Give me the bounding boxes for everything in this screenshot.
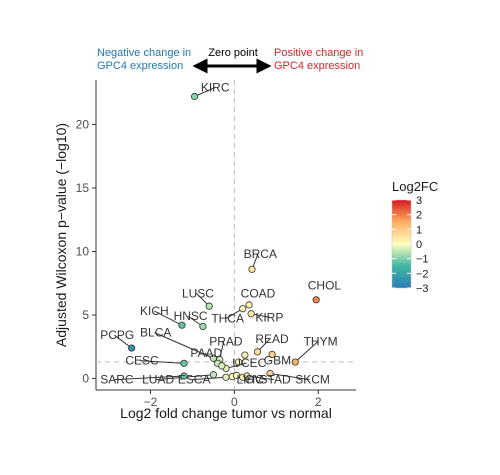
point-label-luad: LUAD — [142, 373, 174, 387]
point — [232, 371, 241, 379]
leader-line — [269, 372, 310, 381]
point-label-prad: PRAD — [209, 335, 243, 349]
leader-line — [294, 341, 319, 363]
point-thca — [239, 305, 247, 313]
point-label-esca: ESCA — [178, 373, 211, 387]
x-tick-label: −2 — [144, 395, 158, 409]
point-read — [253, 348, 262, 356]
point-label-kirp: KIRP — [255, 310, 283, 324]
legend-tick-label: 0 — [416, 239, 422, 251]
point-label-ov: OV — [245, 373, 262, 387]
axes — [95, 80, 356, 391]
point-label-read: READ — [255, 332, 289, 346]
point-pcpg — [128, 344, 136, 352]
annotation-right-line2: GPC4 expression — [274, 60, 360, 72]
y-axis-title: Adjusted Wilcoxon p−value (−log10) — [53, 123, 69, 347]
point-stad — [243, 372, 251, 380]
point-esca — [222, 373, 230, 381]
point-label-blca: BLCA — [140, 326, 171, 340]
point — [234, 358, 243, 366]
legend-tick-label: 2 — [416, 210, 422, 222]
point-label-coad: COAD — [241, 286, 276, 300]
leader-line — [194, 86, 216, 97]
point — [241, 351, 249, 359]
annotation-zero-point: Zero point — [208, 47, 258, 59]
point-kich — [178, 321, 186, 329]
legend-tick-label: 3 — [416, 195, 422, 207]
legend-tick-label: −3 — [416, 283, 429, 295]
point-label-lihc: LIHC — [236, 373, 264, 387]
point-label-lusc: LUSC — [182, 286, 214, 300]
leader-line — [192, 376, 227, 381]
point-kirp — [247, 310, 255, 318]
point-label-thym: THYM — [304, 335, 338, 349]
leader-line — [114, 375, 185, 381]
point-label-cesc: CESC — [125, 354, 159, 368]
legend-title: Log2FC — [392, 179, 438, 194]
annotation-right-line1: Positive change in — [274, 47, 363, 59]
color-legend: Log2FC 3 2 1 0 −1 −2 −3 — [391, 179, 438, 295]
x-tick-label: 0 — [231, 395, 238, 409]
y-tick-label: 5 — [82, 308, 89, 322]
legend-tick-label: −2 — [416, 268, 429, 280]
point-skcm — [266, 369, 274, 378]
point-brca — [248, 265, 256, 273]
legend-ticks: 3 2 1 0 −1 −2 −3 — [392, 195, 429, 295]
point-label-chol: CHOL — [308, 279, 342, 293]
point-label-hnsc: HNSC — [174, 309, 208, 323]
y-tick-label: 20 — [76, 117, 90, 131]
x-axis-title: Log2 fold change tumor vs normal — [120, 405, 332, 421]
point — [218, 362, 226, 370]
data-points — [128, 92, 320, 381]
point-label-skcm: SKCM — [295, 373, 330, 387]
legend-tick-label: 1 — [416, 224, 422, 236]
point-label-sarc: SARC — [100, 373, 134, 387]
annotation-left: Negative change in GPC4 expression — [97, 47, 191, 72]
y-tick-label: 0 — [82, 372, 89, 386]
point-label-brca: BRCA — [244, 247, 277, 261]
point-label-paad: PAAD — [190, 346, 222, 360]
leader-line — [139, 360, 185, 364]
annotation-left-line1: Negative change in — [97, 47, 191, 59]
annotation-left-line2: GPC4 expression — [97, 60, 183, 72]
point-cesc — [180, 359, 188, 367]
leader-line — [154, 310, 183, 326]
x-ticks: −2 0 2 — [144, 390, 322, 409]
point-kirc — [190, 92, 199, 101]
legend-tick-label: −1 — [416, 254, 429, 266]
y-tick-label: 10 — [76, 245, 90, 259]
y-tick-label: 15 — [76, 181, 90, 195]
point-sarc — [180, 372, 188, 380]
point-label-kich: KICH — [140, 304, 169, 318]
point-gbm — [268, 350, 276, 359]
point-label-kirc: KIRC — [201, 80, 230, 94]
point-label-gbm: GBM — [264, 354, 291, 368]
y-ticks: 0 5 10 15 20 — [76, 117, 96, 386]
point-hnsc — [199, 322, 207, 331]
point-label-stad: STAD — [260, 373, 291, 387]
x-tick-label: 2 — [315, 395, 322, 409]
point-chol — [312, 296, 320, 304]
point-label-pcpg: PCPG — [100, 328, 134, 342]
point-thym — [291, 358, 299, 366]
point-lusc — [205, 302, 213, 310]
point-label-ucec: UCEC — [232, 356, 266, 370]
point-coad — [245, 301, 253, 309]
point-label-thca: THCA — [211, 312, 244, 326]
annotation-right: Positive change in GPC4 expression — [274, 47, 363, 72]
leader-line — [154, 332, 214, 359]
point-luad — [209, 371, 218, 379]
leader-line — [246, 375, 275, 381]
